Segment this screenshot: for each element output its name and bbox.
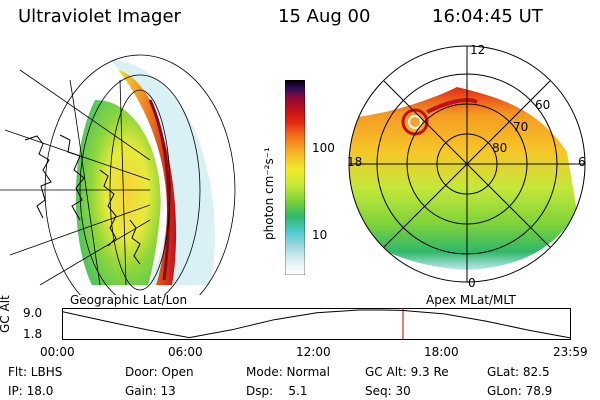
gain-label: Gain: 13 [125, 384, 176, 398]
instrument-title: Ultraviolet Imager [18, 6, 181, 27]
orbit-xtick-3: 18:00 [424, 345, 459, 359]
glon-label: GLon: 78.9 [487, 384, 553, 398]
orbit-xtick-2: 12:00 [296, 345, 331, 359]
left-panel-label: Geographic Lat/Lon [70, 293, 188, 307]
orbit-xtick-4: 23:59 [553, 345, 588, 359]
colorbar-gradient [284, 79, 309, 276]
orbit-chart [62, 308, 572, 340]
geographic-image [0, 54, 236, 295]
mlat-label-80: 80 [492, 141, 508, 155]
colorbar-unit-label: photon cm⁻²s⁻¹ [262, 147, 276, 240]
mlat-label-60: 60 [535, 98, 551, 112]
orbit-altitude-line [62, 309, 572, 339]
door-label: Door: Open [125, 365, 194, 379]
right-panel-label: Apex MLat/MLT [426, 293, 516, 307]
orbit-chart-frame [62, 308, 571, 340]
ip-label: IP: 18.0 [8, 384, 54, 398]
seq-label: Seq: 30 [365, 384, 411, 398]
orbit-xtick-1: 06:00 [168, 345, 203, 359]
colorbar-tick-10: 10 [312, 228, 328, 242]
mlt-label-0: 0 [468, 276, 476, 290]
colorbar [284, 79, 309, 276]
orbit-ylabel: GC Alt [0, 295, 12, 333]
mlt-label-6: 6 [578, 155, 586, 169]
date-label: 15 Aug 00 [278, 6, 371, 27]
polar-plot [348, 45, 586, 283]
colorbar-tick-100: 100 [312, 141, 335, 155]
mlt-label-18: 18 [347, 155, 363, 169]
time-label: 16:04:45 UT [432, 6, 543, 27]
mlt-label-12: 12 [470, 43, 486, 57]
glat-label: GLat: 82.5 [487, 365, 550, 379]
flt-label: Flt: LBHS [8, 365, 63, 379]
mode-label: Mode: Normal [246, 365, 330, 379]
gcalt-label: GC Alt: 9.3 Re [365, 365, 449, 379]
orbit-xtick-0: 00:00 [40, 345, 75, 359]
orbit-ytick-9: 9.0 [23, 306, 43, 320]
orbit-ytick-1.8: 1.8 [23, 327, 43, 341]
dsp-label: Dsp: 5.1 [246, 384, 308, 398]
mlat-label-70: 70 [513, 120, 529, 134]
